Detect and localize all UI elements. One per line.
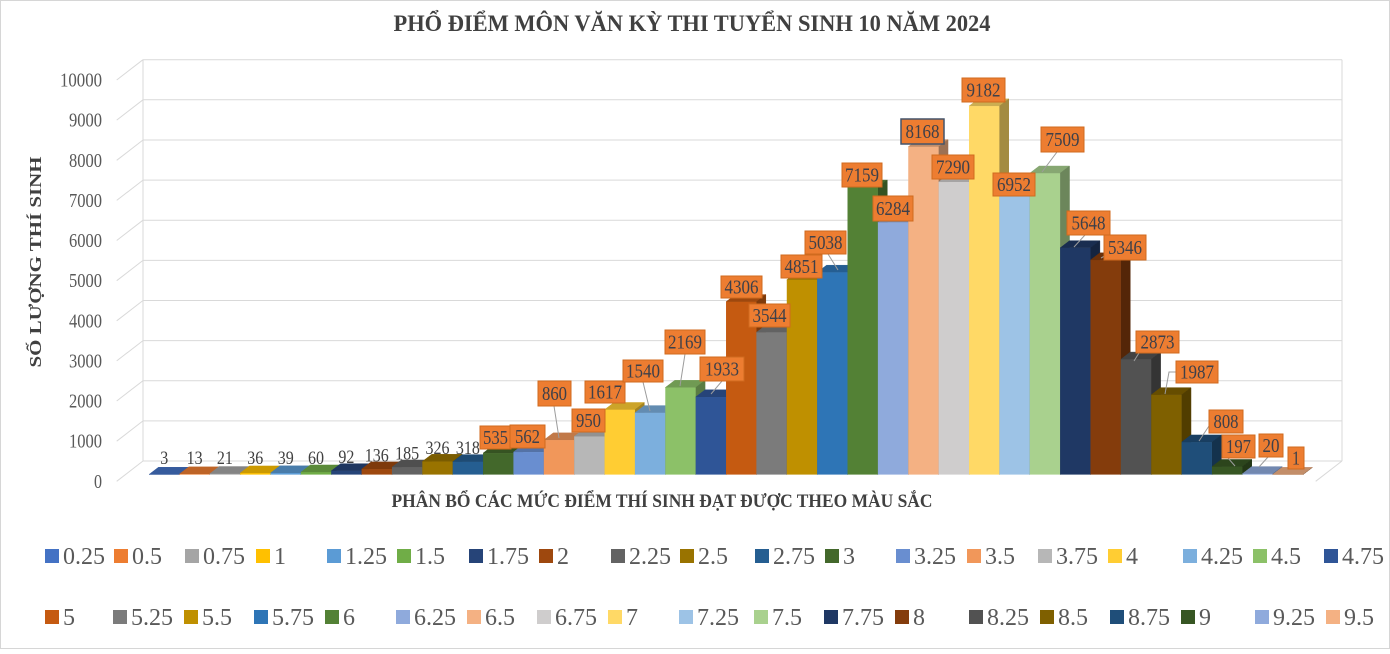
svg-text:20: 20 xyxy=(1263,435,1280,457)
svg-text:1933: 1933 xyxy=(705,359,739,381)
svg-text:8.25: 8.25 xyxy=(987,605,1029,631)
svg-text:8000: 8000 xyxy=(69,150,102,172)
svg-text:808: 808 xyxy=(1214,411,1239,433)
svg-text:860: 860 xyxy=(542,383,567,405)
svg-text:8: 8 xyxy=(913,605,925,631)
svg-text:136: 136 xyxy=(365,445,389,466)
svg-text:4.5: 4.5 xyxy=(1271,544,1301,570)
svg-text:0.25: 0.25 xyxy=(63,544,105,570)
svg-text:8.5: 8.5 xyxy=(1058,605,1088,631)
svg-text:6284: 6284 xyxy=(876,198,910,220)
svg-text:7.25: 7.25 xyxy=(697,605,739,631)
svg-text:4851: 4851 xyxy=(785,256,819,278)
svg-text:92: 92 xyxy=(338,447,354,468)
svg-text:5648: 5648 xyxy=(1072,213,1106,235)
svg-text:60: 60 xyxy=(308,448,324,469)
svg-text:5038: 5038 xyxy=(809,232,843,254)
svg-text:2873: 2873 xyxy=(1141,332,1175,354)
svg-text:4.25: 4.25 xyxy=(1201,544,1243,570)
svg-text:5: 5 xyxy=(63,605,75,631)
svg-text:1.75: 1.75 xyxy=(487,544,529,570)
svg-text:3: 3 xyxy=(843,544,855,570)
svg-text:1.25: 1.25 xyxy=(345,544,387,570)
svg-text:1: 1 xyxy=(274,544,286,570)
svg-text:9000: 9000 xyxy=(69,110,102,132)
svg-text:1: 1 xyxy=(1292,448,1300,470)
svg-text:4.75: 4.75 xyxy=(1342,544,1384,570)
svg-text:10000: 10000 xyxy=(60,70,102,92)
svg-text:185: 185 xyxy=(395,444,419,465)
svg-text:1987: 1987 xyxy=(1180,362,1214,384)
svg-text:7.5: 7.5 xyxy=(772,605,802,631)
svg-text:3.5: 3.5 xyxy=(985,544,1015,570)
svg-text:6: 6 xyxy=(343,605,355,631)
svg-text:5346: 5346 xyxy=(1108,237,1142,259)
svg-text:1617: 1617 xyxy=(588,382,622,404)
svg-text:0.5: 0.5 xyxy=(132,544,162,570)
svg-text:1.5: 1.5 xyxy=(415,544,445,570)
svg-text:2169: 2169 xyxy=(668,332,702,354)
svg-text:8.75: 8.75 xyxy=(1128,605,1170,631)
svg-text:2000: 2000 xyxy=(69,391,102,413)
svg-text:5.75: 5.75 xyxy=(272,605,314,631)
svg-text:4: 4 xyxy=(1126,544,1138,570)
svg-text:3.75: 3.75 xyxy=(1056,544,1098,570)
svg-text:4000: 4000 xyxy=(69,310,102,332)
svg-text:5.25: 5.25 xyxy=(131,605,173,631)
svg-text:326: 326 xyxy=(426,438,450,459)
svg-text:3000: 3000 xyxy=(69,350,102,372)
svg-text:2: 2 xyxy=(557,544,569,570)
svg-text:PHÂN BỔ CÁC MỨC ĐIỂM THÍ SINH: PHÂN BỔ CÁC MỨC ĐIỂM THÍ SINH ĐẠT ĐƯỢC T… xyxy=(392,490,933,512)
svg-text:6952: 6952 xyxy=(997,174,1031,196)
svg-text:197: 197 xyxy=(1226,436,1251,458)
svg-text:PHỔ ĐIỂM MÔN VĂN KỲ THI TUYỂN: PHỔ ĐIỂM MÔN VĂN KỲ THI TUYỂN SINH 10 NĂ… xyxy=(394,10,991,36)
svg-text:7: 7 xyxy=(626,605,638,631)
svg-text:8168: 8168 xyxy=(906,121,940,143)
svg-text:950: 950 xyxy=(576,410,601,432)
svg-text:6.25: 6.25 xyxy=(414,605,456,631)
svg-text:5000: 5000 xyxy=(69,270,102,292)
svg-text:1000: 1000 xyxy=(69,431,102,453)
svg-text:6.5: 6.5 xyxy=(485,605,515,631)
svg-text:535: 535 xyxy=(483,427,508,449)
svg-text:9.5: 9.5 xyxy=(1344,605,1374,631)
svg-text:9182: 9182 xyxy=(967,80,1001,102)
svg-text:4306: 4306 xyxy=(725,277,759,299)
svg-text:13: 13 xyxy=(187,448,203,469)
svg-text:2.5: 2.5 xyxy=(698,544,728,570)
svg-text:21: 21 xyxy=(217,448,233,469)
svg-text:9: 9 xyxy=(1199,605,1211,631)
svg-text:6000: 6000 xyxy=(69,230,102,252)
svg-text:2.75: 2.75 xyxy=(773,544,815,570)
svg-text:6.75: 6.75 xyxy=(555,605,597,631)
svg-text:562: 562 xyxy=(515,426,540,448)
svg-text:7290: 7290 xyxy=(936,157,970,179)
svg-text:0.75: 0.75 xyxy=(203,544,245,570)
svg-text:2.25: 2.25 xyxy=(629,544,671,570)
svg-text:1540: 1540 xyxy=(626,361,660,383)
svg-text:7509: 7509 xyxy=(1046,129,1080,151)
svg-text:39: 39 xyxy=(278,448,294,469)
svg-text:36: 36 xyxy=(247,448,263,469)
svg-text:0: 0 xyxy=(94,471,102,493)
svg-text:7159: 7159 xyxy=(845,165,879,187)
svg-text:5.5: 5.5 xyxy=(202,605,232,631)
svg-text:318: 318 xyxy=(456,438,480,459)
svg-text:3544: 3544 xyxy=(753,305,787,327)
svg-text:3.25: 3.25 xyxy=(914,544,956,570)
svg-text:3: 3 xyxy=(160,448,168,469)
svg-text:SỐ LƯỢNG THÍ SINH: SỐ LƯỢNG THÍ SINH xyxy=(25,157,45,368)
svg-text:7.75: 7.75 xyxy=(842,605,884,631)
svg-text:7000: 7000 xyxy=(69,190,102,212)
svg-text:9.25: 9.25 xyxy=(1273,605,1315,631)
